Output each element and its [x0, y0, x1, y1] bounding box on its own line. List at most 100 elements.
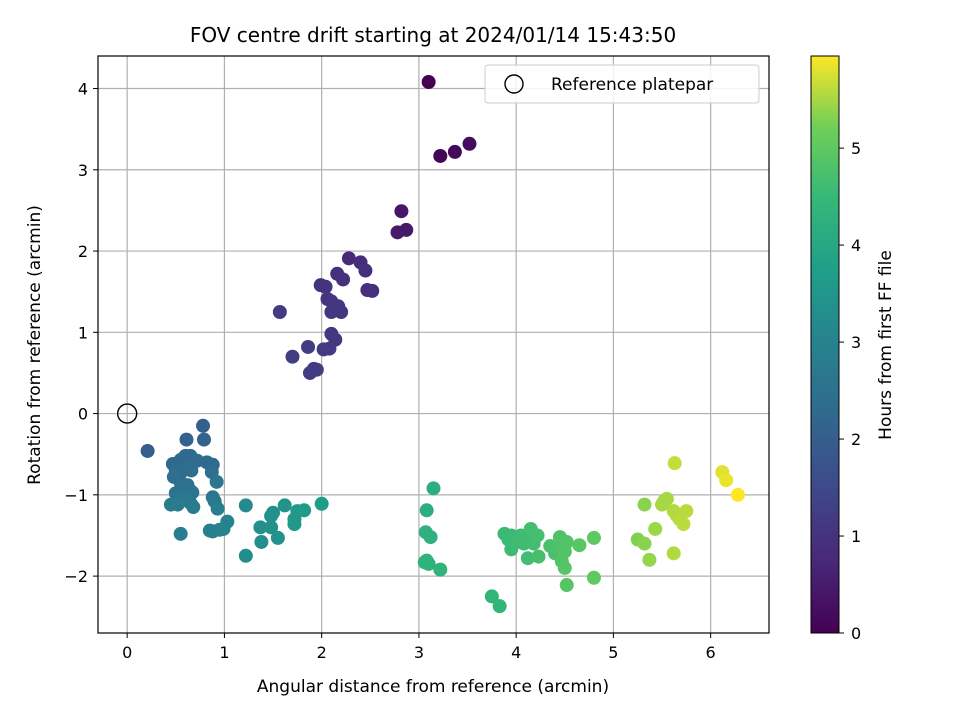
y-axis-label: Rotation from reference (arcmin)	[25, 205, 45, 485]
data-point	[433, 562, 448, 577]
y-tick-label: 3	[78, 161, 88, 180]
colorbar-tick-label: 4	[851, 236, 861, 255]
data-point	[637, 536, 652, 551]
x-tick-label: 1	[219, 643, 229, 662]
legend-box	[484, 64, 760, 104]
scatter-points	[140, 75, 745, 614]
x-tick-label: 3	[414, 643, 424, 662]
data-point	[637, 497, 652, 512]
data-point	[209, 474, 224, 489]
data-point	[421, 75, 436, 90]
data-point	[679, 504, 694, 519]
data-point	[447, 144, 462, 159]
y-tick-label: 1	[78, 323, 88, 342]
data-point	[531, 549, 546, 564]
colorbar-tick-label: 0	[851, 624, 861, 643]
y-tick-label: 2	[78, 242, 88, 261]
data-point	[559, 578, 574, 593]
x-axis-label: Angular distance from reference (arcmin)	[257, 677, 609, 697]
data-point	[730, 487, 745, 502]
colorbar-gradient	[810, 55, 840, 634]
data-point	[586, 530, 601, 545]
data-point	[334, 304, 349, 319]
data-point	[557, 560, 572, 575]
y-axis-ticks: −2 −1 0 1 2 3 4	[64, 80, 98, 586]
x-tick-label: 6	[706, 643, 716, 662]
y-tick-label: −2	[64, 567, 88, 586]
data-point	[520, 551, 535, 566]
data-point	[210, 501, 225, 516]
data-point	[253, 520, 268, 535]
data-point	[301, 339, 316, 354]
colorbar-tick-label: 2	[851, 430, 861, 449]
data-point	[484, 589, 499, 604]
data-point	[238, 498, 253, 513]
data-point	[254, 534, 269, 549]
data-point	[184, 463, 199, 478]
data-point	[572, 538, 587, 553]
data-point	[179, 432, 194, 447]
data-point	[530, 528, 545, 543]
x-tick-label: 4	[511, 643, 521, 662]
chart-title: FOV centre drift starting at 2024/01/14 …	[190, 23, 676, 47]
data-point	[309, 362, 324, 377]
colorbar-tick-label: 1	[851, 527, 861, 546]
data-point	[341, 251, 356, 266]
y-tick-label: 4	[78, 80, 88, 99]
plot-frame	[97, 55, 770, 634]
data-point	[277, 498, 292, 513]
data-point	[196, 418, 211, 433]
x-axis-ticks: 0 1 2 3 4 5 6	[122, 633, 716, 662]
data-point	[272, 304, 287, 319]
data-point	[676, 517, 691, 532]
data-point	[667, 456, 682, 471]
data-point	[196, 432, 211, 447]
grid-lines	[98, 56, 769, 633]
data-point	[394, 204, 409, 219]
data-point	[173, 526, 188, 541]
data-point	[140, 443, 155, 458]
legend-marker	[504, 74, 524, 94]
data-point	[324, 304, 339, 319]
data-point	[266, 505, 281, 520]
data-point	[186, 500, 201, 515]
data-point	[264, 520, 279, 535]
reference-platepar-point	[116, 403, 138, 424]
data-point	[314, 496, 329, 511]
x-tick-label: 2	[317, 643, 327, 662]
data-point	[648, 521, 663, 536]
x-tick-label: 0	[122, 643, 132, 662]
colorbar: 0 1 2 3 4 5 Hours from first FF file	[810, 55, 896, 643]
data-point	[170, 497, 185, 512]
data-point	[285, 349, 300, 364]
data-point	[399, 222, 414, 237]
colorbar-tick-label: 3	[851, 333, 861, 352]
data-point	[358, 263, 373, 278]
data-point	[433, 148, 448, 163]
data-point	[423, 530, 438, 545]
data-point	[419, 503, 434, 518]
data-point	[719, 473, 734, 488]
data-point	[426, 481, 441, 496]
x-tick-label: 5	[608, 643, 618, 662]
data-point	[586, 570, 601, 585]
data-point	[419, 553, 434, 568]
data-point	[492, 599, 507, 614]
data-point	[336, 272, 351, 287]
data-point	[270, 530, 285, 545]
data-point	[666, 546, 681, 561]
data-point	[642, 552, 657, 567]
data-point	[287, 517, 302, 532]
data-point	[462, 136, 477, 151]
data-point	[318, 279, 333, 294]
y-tick-label: 0	[78, 405, 88, 424]
colorbar-tick-label: 5	[851, 139, 861, 158]
colorbar-label: Hours from first FF file	[876, 250, 896, 440]
data-point	[238, 548, 253, 563]
data-point	[322, 341, 337, 356]
data-point	[220, 514, 235, 529]
data-point	[297, 503, 312, 518]
data-point	[365, 283, 380, 298]
legend: Reference platepar	[484, 64, 760, 104]
